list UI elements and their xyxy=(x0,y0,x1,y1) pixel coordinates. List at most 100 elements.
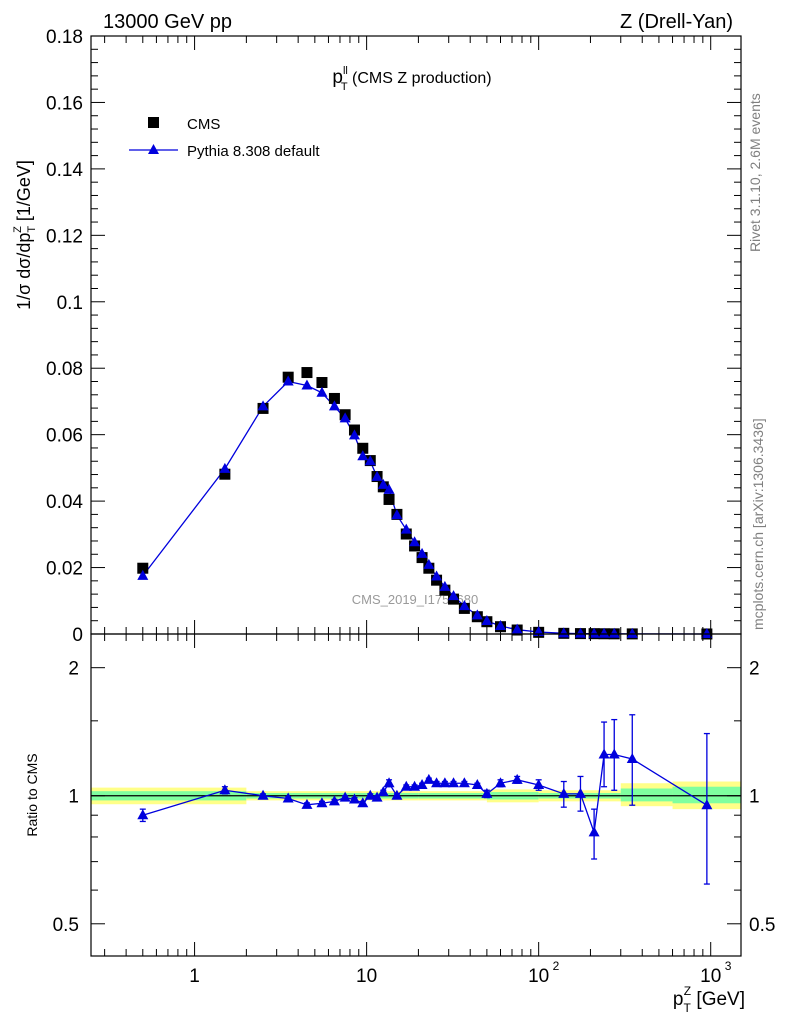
data-point-pythia xyxy=(574,627,586,638)
x-tick-exponent: 3 xyxy=(725,959,732,973)
y-axis-label-unit: [1/GeV] xyxy=(14,160,34,226)
data-point-pythia xyxy=(383,483,395,494)
mcplots-label: mcplots.cern.ch [arXiv:1306.3436] xyxy=(750,418,766,630)
data-point-cms xyxy=(400,528,412,540)
data-point-pythia xyxy=(137,569,149,580)
x-tick-label: 1 xyxy=(189,966,200,987)
data-point-pythia xyxy=(439,580,451,591)
data-point-cms xyxy=(357,442,369,454)
ratio-y-tick-label: 1 xyxy=(68,787,79,808)
data-point-pythia xyxy=(348,429,360,440)
ratio-data-point xyxy=(588,826,600,837)
ratio-data-point xyxy=(282,792,294,803)
x-tick-exponent: 2 xyxy=(553,959,560,973)
main-y-tick-label: 0.02 xyxy=(46,559,83,580)
ratio-band-inner xyxy=(620,788,673,802)
ratio-data-point xyxy=(439,777,451,788)
data-point-cms xyxy=(383,493,395,505)
ratio-data-point xyxy=(416,778,428,789)
x-axis-label: pTZ [GeV] xyxy=(673,984,745,1015)
ratio-data-point xyxy=(391,789,403,800)
ratio-data-point xyxy=(431,777,443,788)
ratio-data-point xyxy=(608,748,620,759)
main-y-tick-label: 0.18 xyxy=(46,27,83,48)
data-point-pythia xyxy=(431,570,443,581)
data-point-pythia xyxy=(400,523,412,534)
y-axis-label-main: 1/σ dσ/dp xyxy=(14,233,34,310)
ratio-data-point xyxy=(448,777,460,788)
y-axis-label: 1/σ dσ/dpTZ [1/GeV] xyxy=(12,160,38,310)
data-point-pythia xyxy=(471,609,483,620)
analysis-watermark: CMS_2019_I1753680 xyxy=(352,592,479,607)
main-y-tick-label: 0.1 xyxy=(57,293,83,314)
data-point-pythia xyxy=(558,627,570,638)
ratio-data-point xyxy=(458,777,470,788)
ratio-y-axis-label: Ratio to CMS xyxy=(24,753,40,836)
ratio-data-point xyxy=(494,777,506,788)
data-point-pythia xyxy=(458,600,470,611)
data-point-pythia xyxy=(328,400,340,411)
ratio-data-point xyxy=(364,789,376,800)
data-point-pythia xyxy=(282,375,294,386)
data-point-pythia xyxy=(416,547,428,558)
data-point-pythia xyxy=(301,379,313,390)
ratio-data-point xyxy=(371,791,383,802)
data-point-pythia xyxy=(316,386,328,397)
ratio-data-point xyxy=(701,799,713,810)
main-y-tick-label: 0.04 xyxy=(46,492,83,513)
ratio-panel: 0.5 0.5 1 1 2 2 1 10 10 2 10 3 xyxy=(53,633,775,987)
data-point-pythia xyxy=(626,627,638,638)
legend: CMS Pythia 8.308 default xyxy=(129,116,320,160)
x-tick-label: 10 xyxy=(700,966,721,987)
ratio-data-point xyxy=(383,777,395,788)
ratio-data-point xyxy=(339,791,351,802)
ratio-data-point xyxy=(574,787,586,798)
data-point-cms xyxy=(137,562,149,574)
legend-label-cms: CMS xyxy=(187,116,220,133)
ratio-data-point xyxy=(598,748,610,759)
data-point-pythia xyxy=(219,462,231,473)
data-point-cms xyxy=(219,468,231,480)
ratio-data-point xyxy=(471,778,483,789)
ratio-data-point xyxy=(400,780,412,791)
x-axis-label-main: p xyxy=(673,989,684,1010)
ratio-data-point xyxy=(511,773,523,784)
main-y-tick-label: 0.08 xyxy=(46,359,83,380)
plot-title-sub: T xyxy=(341,81,348,93)
x-tick-label: 10 xyxy=(356,966,377,987)
data-point-cms xyxy=(316,377,328,389)
data-point-cms xyxy=(328,392,340,404)
data-point-pythia xyxy=(364,455,376,466)
ratio-data-point xyxy=(316,797,328,808)
main-y-tick-label: 0 xyxy=(72,625,83,646)
main-y-tick-label: 0.14 xyxy=(46,160,83,181)
data-point-pythia xyxy=(377,478,389,489)
y-axis-label-sub: T xyxy=(26,226,38,233)
data-point-pythia xyxy=(423,558,435,569)
ratio-data-point xyxy=(328,795,340,806)
data-point-pythia xyxy=(608,627,620,638)
data-point-pythia xyxy=(391,509,403,520)
x-axis-label-sub: T xyxy=(683,1001,691,1015)
ratio-data-point xyxy=(137,809,149,820)
header-left: 13000 GeV pp xyxy=(103,11,232,33)
plot-title-main: p xyxy=(332,67,343,88)
legend-marker-cms xyxy=(148,117,159,128)
data-point-pythia xyxy=(701,627,713,638)
data-point-pythia xyxy=(598,627,610,638)
ratio-data-point xyxy=(257,789,269,800)
data-point-pythia xyxy=(409,536,421,547)
data-point-pythia xyxy=(339,412,351,423)
ratio-data-point xyxy=(533,778,545,789)
header-right: Z (Drell-Yan) xyxy=(620,11,733,33)
plot-title: pll T (CMS Z production) xyxy=(332,65,491,93)
ratio-y-tick-label-right: 2 xyxy=(749,659,760,680)
main-panel: 0 0.02 0.04 0.06 0.08 0.1 0.12 0.14 0.16 0.18 xyxy=(46,27,742,646)
data-point-pythia xyxy=(371,470,383,481)
ratio-y-tick-label: 2 xyxy=(68,659,79,680)
data-point-pythia xyxy=(588,627,600,638)
main-y-tick-label: 0.12 xyxy=(46,226,83,247)
ratio-panel-frame xyxy=(90,633,742,957)
ratio-data-point xyxy=(377,786,389,797)
